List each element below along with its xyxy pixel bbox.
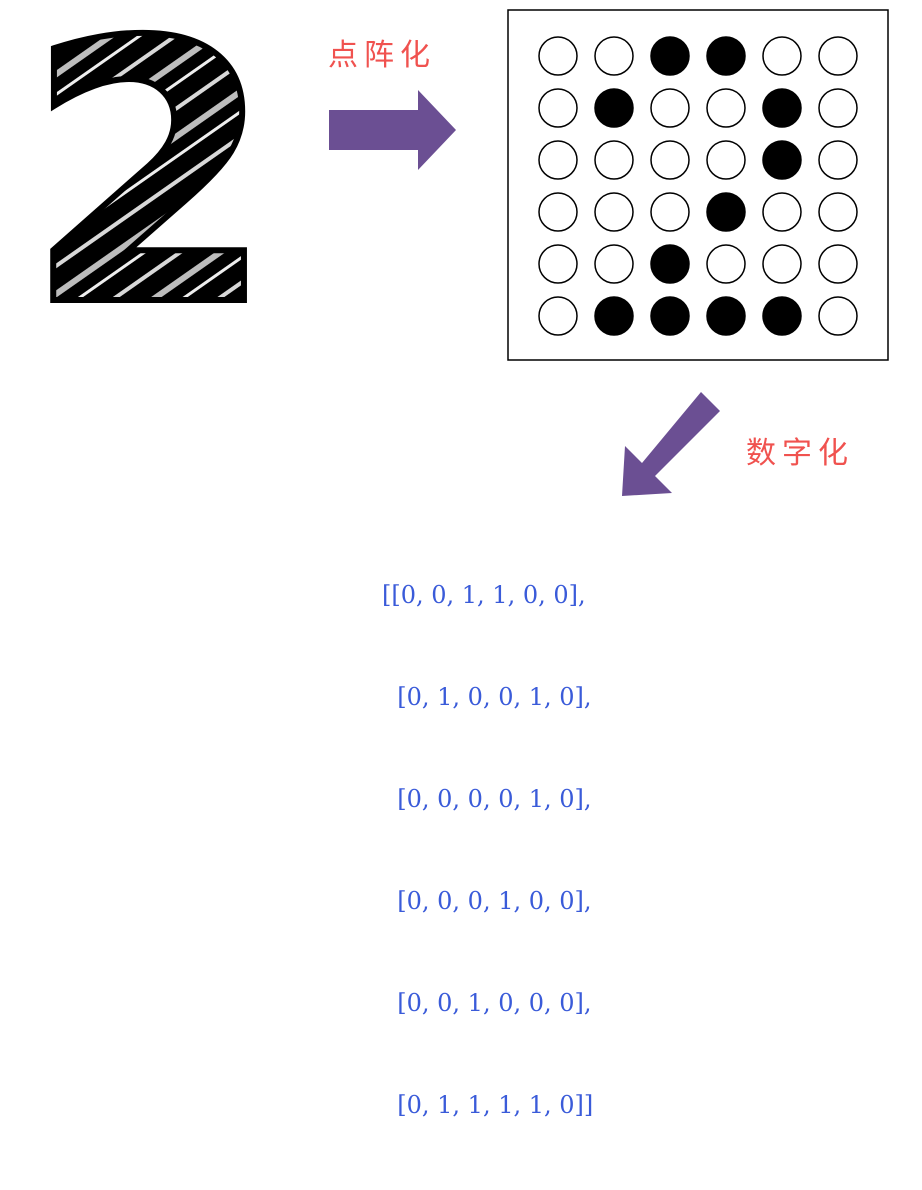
matrix-line: [0, 0, 1, 0, 0, 0], xyxy=(382,989,592,1017)
dot-empty xyxy=(818,192,858,232)
dot-matrix-grid xyxy=(538,36,858,336)
dot-empty xyxy=(650,88,690,128)
dot-empty xyxy=(538,88,578,128)
dot-filled xyxy=(594,88,634,128)
matrix-line: [0, 0, 0, 1, 0, 0], xyxy=(382,887,592,915)
dot-filled xyxy=(706,296,746,336)
dot-filled xyxy=(762,296,802,336)
dot-empty xyxy=(594,244,634,284)
dot-empty xyxy=(538,36,578,76)
dot-filled xyxy=(762,88,802,128)
right-arrow-icon xyxy=(329,90,456,170)
dot-empty xyxy=(650,192,690,232)
digitize-label: 数字化 xyxy=(746,436,854,471)
dot-empty xyxy=(538,244,578,284)
dot-empty xyxy=(818,244,858,284)
dot-empty xyxy=(538,296,578,336)
digit-digitization-diagram: 2 点阵化 数字化 [[0, 0, 1, 1, 0, 0], [0, 1, 0,… xyxy=(22,0,889,1119)
dot-empty xyxy=(706,244,746,284)
matrix-line: [[0, 0, 1, 1, 0, 0], xyxy=(382,581,586,609)
dot-empty xyxy=(762,244,802,284)
digit-two-text: 2 xyxy=(25,0,276,385)
dot-empty xyxy=(650,140,690,180)
dot-empty xyxy=(818,88,858,128)
dot-filled xyxy=(594,296,634,336)
down-left-arrow-icon xyxy=(622,392,720,496)
matrix-line: [0, 0, 0, 0, 1, 0], xyxy=(382,785,592,813)
dot-filled xyxy=(706,192,746,232)
dot-filled xyxy=(762,140,802,180)
dot-empty xyxy=(594,36,634,76)
dot-empty xyxy=(594,192,634,232)
dot-filled xyxy=(650,296,690,336)
dot-empty xyxy=(762,192,802,232)
dot-empty xyxy=(818,296,858,336)
dot-empty xyxy=(818,36,858,76)
diagram-canvas: 2 xyxy=(22,0,889,496)
dot-empty xyxy=(538,140,578,180)
matrix-line: [0, 1, 1, 1, 1, 0]] xyxy=(382,1091,594,1119)
dot-filled xyxy=(650,244,690,284)
dot-empty xyxy=(706,140,746,180)
dot-filled xyxy=(650,36,690,76)
dot-empty xyxy=(594,140,634,180)
dot-empty xyxy=(762,36,802,76)
matrix-line: [0, 1, 0, 0, 1, 0], xyxy=(382,683,592,711)
matrix-text: [[0, 0, 1, 1, 0, 0], [0, 1, 0, 0, 1, 0],… xyxy=(382,510,593,1190)
dot-empty xyxy=(706,88,746,128)
dot-filled xyxy=(706,36,746,76)
digit-two-glyph: 2 xyxy=(22,0,279,388)
dot-matrix-label: 点阵化 xyxy=(328,38,436,73)
dot-empty xyxy=(538,192,578,232)
dot-empty xyxy=(818,140,858,180)
